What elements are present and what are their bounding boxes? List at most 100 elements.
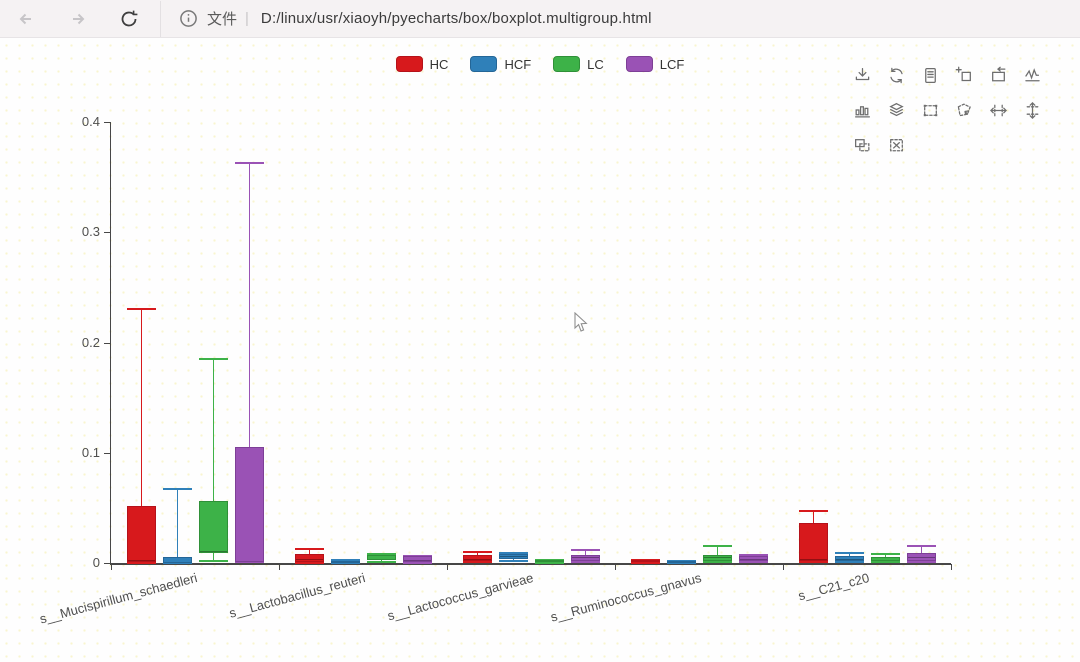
y-axis-tick [104, 232, 110, 234]
whisker-cap-max [234, 161, 264, 164]
legend-label: HCF [504, 56, 532, 72]
whisker-cap-max [870, 553, 900, 556]
data-zoom-reset-icon[interactable] [981, 58, 1015, 93]
save-as-image-icon[interactable] [845, 58, 879, 93]
data-view-icon[interactable] [913, 58, 947, 93]
brush-keep-icon[interactable] [845, 128, 879, 163]
whisker-cap-max [198, 358, 228, 361]
boxplot-box-hc[interactable] [630, 559, 660, 562]
forward-icon[interactable] [64, 6, 90, 32]
brush-line-x-icon[interactable] [981, 93, 1015, 128]
whisker-line [716, 546, 718, 562]
magic-type-bar-icon[interactable] [845, 93, 879, 128]
y-axis-label: 0 [92, 555, 100, 570]
y-axis-tick [104, 452, 110, 454]
whisker-cap-min [666, 562, 696, 564]
whisker-cap-min [402, 562, 432, 564]
boxplot-box-hc[interactable] [462, 555, 492, 561]
boxplot-box-hc[interactable] [126, 505, 156, 562]
brush-clear-icon[interactable] [879, 128, 913, 163]
x-axis-label: s__Mucispirillum_schaedleri [37, 570, 199, 627]
boxplot-box-lc[interactable] [702, 555, 732, 561]
whisker-cap-min [534, 562, 564, 564]
y-axis-tick [104, 342, 110, 344]
y-axis-tick [104, 122, 110, 123]
median-line [199, 550, 227, 552]
whisker-cap-max [570, 548, 600, 551]
y-axis-label: 0.4 [81, 114, 100, 129]
whisker-cap-min [738, 560, 768, 563]
boxplot-box-lc[interactable] [870, 557, 900, 561]
whisker-cap-min [198, 559, 228, 562]
whisker-cap-min [870, 560, 900, 563]
address-url[interactable]: D:/linux/usr/xiaoyh/pyecharts/box/boxplo… [260, 10, 652, 27]
legend-item-hcf[interactable]: HCF [470, 56, 531, 72]
median-line [463, 558, 491, 560]
magic-type-line-icon[interactable] [1015, 58, 1049, 93]
whisker-cap-min [162, 562, 192, 564]
legend-swatch-icon [395, 56, 423, 72]
back-icon[interactable] [14, 6, 40, 32]
legend-item-lcf[interactable]: LCF [625, 56, 684, 72]
x-axis-label: s__Ruminococcus_gnavus [548, 570, 703, 625]
whisker-line [140, 309, 142, 563]
address-divider: | [245, 10, 249, 27]
x-axis-line [110, 563, 951, 565]
x-axis-tick [111, 564, 112, 570]
whisker-cap-min [126, 562, 156, 564]
restore-icon[interactable] [879, 58, 913, 93]
magic-type-stack-icon[interactable] [879, 93, 913, 128]
legend-swatch-icon [470, 56, 498, 72]
median-line [835, 558, 863, 560]
whisker-cap-min [630, 562, 660, 564]
boxplot-box-lcf[interactable] [738, 556, 768, 561]
brush-polygon-icon[interactable] [947, 93, 981, 128]
whisker-line [212, 359, 214, 561]
whisker-cap-max [498, 552, 528, 555]
legend-item-lc[interactable]: LC [553, 56, 604, 72]
boxplot-box-lcf[interactable] [234, 447, 264, 562]
brush-rect-icon[interactable] [913, 93, 947, 128]
file-scheme-label: 文件 [207, 11, 238, 28]
boxplot-box-lcf[interactable] [906, 553, 936, 561]
whisker-line [176, 489, 178, 563]
boxplot-box-lc[interactable] [198, 501, 228, 554]
whisker-cap-max [834, 552, 864, 555]
boxplot-box-hc[interactable] [798, 523, 828, 561]
boxplot-box-lc[interactable] [366, 555, 396, 560]
whisker-cap-min [498, 559, 528, 562]
refresh-icon[interactable] [116, 6, 142, 32]
boxplot-box-hcf[interactable] [330, 560, 360, 563]
y-axis-tick [104, 563, 110, 564]
legend-item-hc[interactable]: HC [395, 56, 448, 72]
boxplot-box-hcf[interactable] [834, 556, 864, 561]
whisker-cap-min [234, 560, 264, 563]
legend-swatch-icon [553, 56, 581, 72]
boxplot-box-hcf[interactable] [162, 557, 192, 563]
boxplot-box-lcf[interactable] [570, 555, 600, 561]
whisker-cap-min [330, 562, 360, 564]
boxplot-box-lcf[interactable] [402, 556, 432, 562]
whisker-cap-max [702, 545, 732, 548]
boxplot-box-lc[interactable] [534, 559, 564, 562]
whisker-cap-min [834, 560, 864, 563]
whisker-line [248, 162, 250, 562]
x-axis-label: s__Lactococcus_garvieae [385, 570, 535, 624]
boxplot-box-hcf[interactable] [666, 560, 696, 563]
x-axis-tick [783, 564, 784, 570]
x-axis-tick [447, 564, 448, 570]
boxplot-box-hc[interactable] [294, 554, 324, 562]
y-axis-label: 0.1 [81, 444, 100, 460]
data-zoom-icon[interactable] [947, 58, 981, 93]
whisker-cap-min [462, 560, 492, 563]
median-line [571, 557, 599, 559]
whisker-cap-min [366, 560, 396, 563]
page-info-icon[interactable] [175, 6, 201, 32]
y-axis-line [110, 122, 112, 563]
boxplot-box-hcf[interactable] [498, 554, 528, 559]
whisker-cap-min [798, 560, 828, 563]
whisker-cap-max [330, 558, 360, 561]
brush-line-y-icon[interactable] [1015, 93, 1049, 128]
